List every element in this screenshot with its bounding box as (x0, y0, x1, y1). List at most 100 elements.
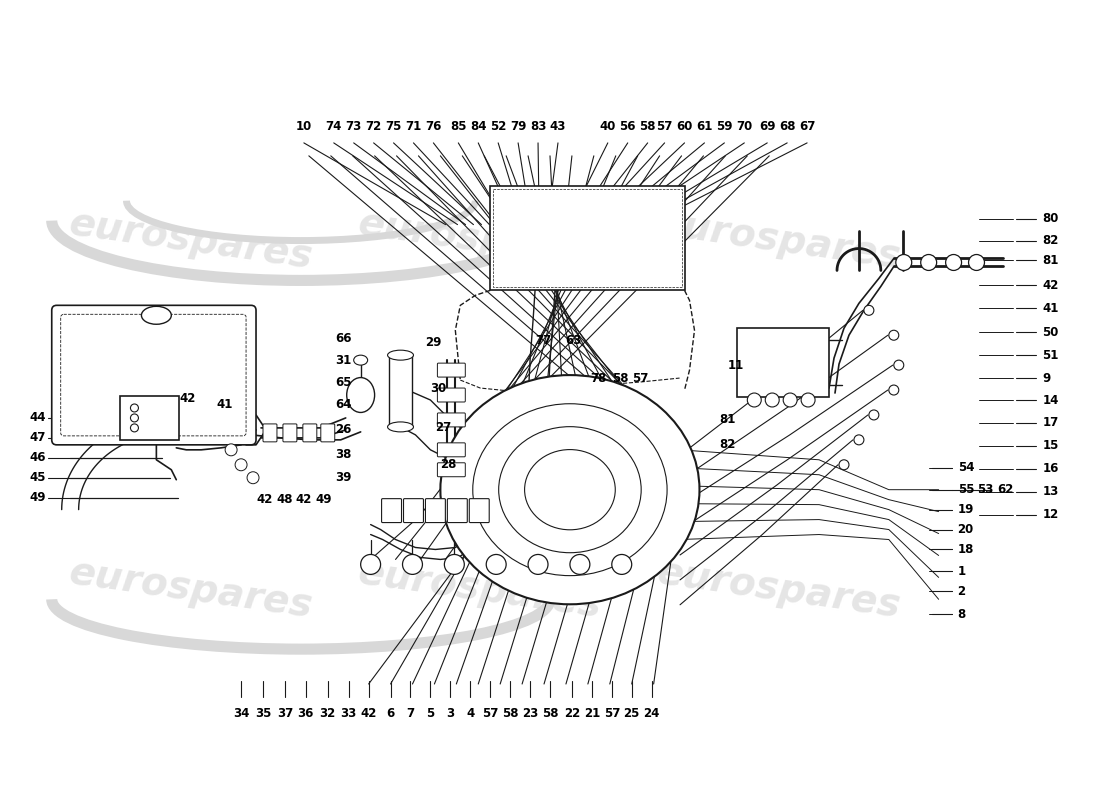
Text: 85: 85 (450, 120, 466, 133)
Text: 17: 17 (1043, 417, 1058, 430)
Text: 46: 46 (30, 451, 46, 464)
Text: eurospares: eurospares (356, 554, 605, 626)
Text: 44: 44 (30, 411, 46, 425)
Text: 62: 62 (998, 483, 1014, 496)
Text: 58: 58 (612, 371, 628, 385)
Circle shape (248, 472, 258, 484)
FancyBboxPatch shape (438, 388, 465, 402)
Text: 78: 78 (590, 371, 606, 385)
Text: 11: 11 (727, 358, 744, 372)
Text: 24: 24 (644, 707, 660, 720)
Ellipse shape (387, 350, 414, 360)
Circle shape (747, 393, 761, 407)
Text: 34: 34 (233, 707, 250, 720)
Circle shape (839, 460, 849, 470)
FancyBboxPatch shape (263, 424, 277, 442)
Text: 32: 32 (320, 707, 336, 720)
Circle shape (131, 414, 139, 422)
Text: 64: 64 (334, 398, 351, 411)
Text: 75: 75 (385, 120, 402, 133)
Text: 49: 49 (30, 491, 46, 504)
Text: 84: 84 (470, 120, 486, 133)
FancyBboxPatch shape (438, 413, 465, 427)
Text: 65: 65 (334, 375, 351, 389)
Text: 42: 42 (179, 391, 196, 405)
Circle shape (864, 306, 873, 315)
FancyBboxPatch shape (448, 498, 468, 522)
Text: 35: 35 (255, 707, 272, 720)
Text: 13: 13 (1043, 485, 1058, 498)
Circle shape (444, 554, 464, 574)
Text: 57: 57 (482, 707, 498, 720)
Text: 4: 4 (466, 707, 474, 720)
Text: 26: 26 (334, 423, 351, 436)
Text: 57: 57 (657, 120, 673, 133)
FancyBboxPatch shape (438, 462, 465, 477)
Text: 25: 25 (624, 707, 640, 720)
Text: 63: 63 (565, 334, 581, 346)
Text: 28: 28 (440, 458, 456, 471)
Text: 47: 47 (30, 431, 46, 444)
Circle shape (235, 458, 248, 470)
Text: 33: 33 (341, 707, 356, 720)
Text: 15: 15 (1043, 439, 1058, 452)
Text: 19: 19 (958, 503, 974, 516)
Text: 53: 53 (978, 483, 994, 496)
Text: 14: 14 (1043, 394, 1058, 406)
Circle shape (889, 385, 899, 395)
FancyBboxPatch shape (302, 424, 317, 442)
Ellipse shape (354, 355, 367, 365)
Text: 67: 67 (799, 120, 815, 133)
Text: 8: 8 (958, 608, 966, 621)
Ellipse shape (440, 375, 700, 604)
Text: 2: 2 (958, 585, 966, 598)
Text: 58: 58 (502, 707, 518, 720)
Text: 42: 42 (361, 707, 377, 720)
Circle shape (612, 554, 631, 574)
Text: 82: 82 (1043, 234, 1058, 247)
FancyBboxPatch shape (438, 363, 465, 377)
Circle shape (783, 393, 798, 407)
Text: 41: 41 (217, 398, 232, 411)
Text: 79: 79 (510, 120, 526, 133)
Text: 1: 1 (958, 565, 966, 578)
Text: 20: 20 (958, 523, 974, 536)
Text: 69: 69 (759, 120, 775, 133)
Text: 76: 76 (426, 120, 441, 133)
Text: 55: 55 (958, 483, 975, 496)
Text: 10: 10 (296, 120, 312, 133)
Circle shape (854, 435, 864, 445)
Text: 57: 57 (604, 707, 620, 720)
FancyBboxPatch shape (737, 328, 829, 397)
Text: 74: 74 (326, 120, 342, 133)
Text: 72: 72 (365, 120, 382, 133)
Text: 3: 3 (447, 707, 454, 720)
FancyBboxPatch shape (283, 424, 297, 442)
Text: 40: 40 (600, 120, 616, 133)
Text: 73: 73 (345, 120, 362, 133)
Text: 70: 70 (736, 120, 752, 133)
Text: 23: 23 (521, 707, 538, 720)
Text: 22: 22 (564, 707, 580, 720)
FancyBboxPatch shape (321, 424, 334, 442)
FancyBboxPatch shape (52, 306, 256, 445)
Circle shape (801, 393, 815, 407)
Circle shape (226, 444, 238, 456)
Text: 60: 60 (676, 120, 693, 133)
Text: 42: 42 (256, 493, 273, 506)
Circle shape (766, 393, 779, 407)
Text: 30: 30 (430, 382, 447, 394)
Text: eurospares: eurospares (654, 554, 903, 626)
Text: 43: 43 (550, 120, 566, 133)
Circle shape (946, 254, 961, 270)
Text: 83: 83 (530, 120, 547, 133)
Circle shape (894, 360, 904, 370)
FancyBboxPatch shape (382, 498, 402, 522)
Text: 81: 81 (719, 414, 736, 426)
Text: 48: 48 (276, 493, 293, 506)
Circle shape (486, 554, 506, 574)
Text: 50: 50 (1043, 326, 1058, 338)
FancyBboxPatch shape (426, 498, 446, 522)
FancyBboxPatch shape (120, 396, 179, 440)
Text: 81: 81 (1043, 254, 1058, 267)
